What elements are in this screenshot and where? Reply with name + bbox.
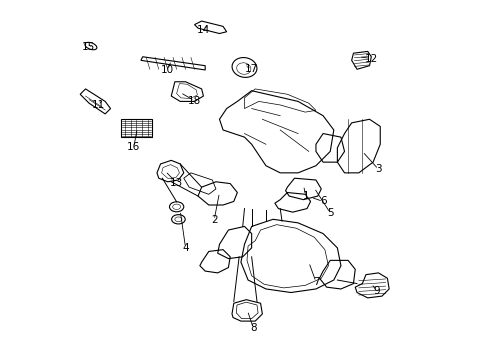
Text: 5: 5	[326, 208, 333, 218]
Text: 10: 10	[161, 65, 174, 75]
Text: 17: 17	[244, 64, 258, 73]
Ellipse shape	[175, 217, 182, 222]
Text: 11: 11	[91, 100, 104, 110]
Text: 3: 3	[374, 164, 381, 174]
Ellipse shape	[169, 202, 183, 212]
Text: 16: 16	[127, 142, 140, 152]
Text: 1: 1	[302, 191, 308, 201]
Text: 15: 15	[81, 42, 95, 52]
Text: 13: 13	[170, 178, 183, 188]
Ellipse shape	[232, 58, 256, 77]
Text: 8: 8	[249, 323, 256, 333]
Text: 9: 9	[373, 286, 379, 296]
Ellipse shape	[85, 42, 97, 50]
Text: 2: 2	[210, 215, 217, 225]
Text: 7: 7	[312, 277, 319, 287]
Text: 12: 12	[364, 54, 377, 64]
Ellipse shape	[236, 63, 250, 74]
Text: 18: 18	[187, 96, 201, 106]
Ellipse shape	[171, 215, 185, 224]
Text: 6: 6	[319, 197, 325, 206]
Text: 14: 14	[196, 25, 210, 35]
Ellipse shape	[172, 204, 180, 210]
Text: 4: 4	[182, 243, 188, 253]
